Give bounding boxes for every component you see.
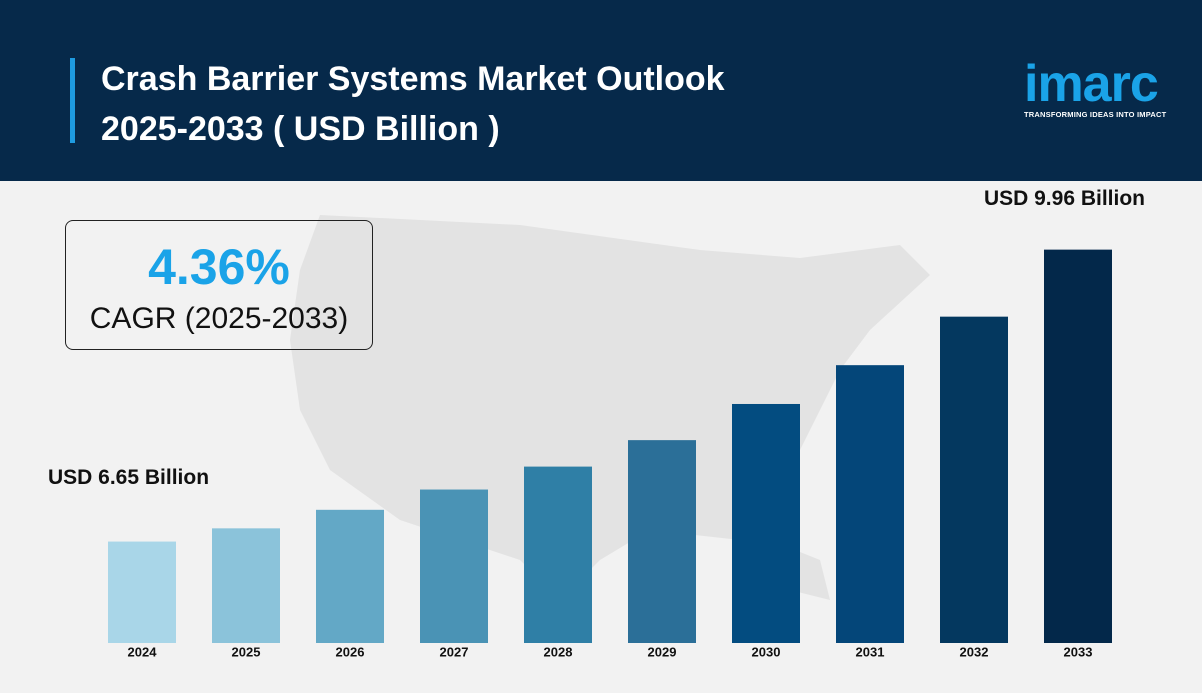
x-tick-label: 2031	[856, 644, 885, 659]
value-label: USD 9.96 Billion	[984, 187, 1145, 210]
bar	[108, 541, 176, 643]
cagr-value: 4.36%	[148, 239, 290, 295]
chart-title: Crash Barrier Systems Market Outlook 202…	[101, 60, 725, 148]
bar	[524, 466, 592, 643]
map-background	[290, 215, 930, 600]
bar	[732, 403, 800, 643]
cagr-label: CAGR (2025-2033)	[89, 302, 349, 335]
cagr-box: 4.36% CAGR (2025-2033)	[65, 220, 373, 350]
x-tick-label: 2030	[752, 644, 781, 659]
x-tick-label: 2032	[960, 644, 989, 659]
x-tick-label: 2024	[128, 644, 158, 659]
bar	[316, 509, 384, 643]
bar	[420, 489, 488, 643]
x-tick-label: 2029	[648, 644, 677, 659]
value-label: USD 6.65 Billion	[48, 466, 209, 489]
x-tick-label: 2033	[1064, 644, 1093, 659]
bar	[940, 316, 1008, 643]
x-tick-label: 2028	[544, 644, 573, 659]
logo-text: imarc	[1024, 55, 1159, 113]
bar	[1044, 249, 1112, 644]
bar	[628, 440, 696, 643]
bar	[212, 528, 280, 643]
x-tick-label: 2025	[232, 644, 261, 659]
logo: imarc TRANSFORMING IDEAS INTO IMPACT	[1024, 58, 1179, 119]
x-tick-label: 2027	[440, 644, 469, 659]
logo-tagline: TRANSFORMING IDEAS INTO IMPACT	[1024, 110, 1167, 119]
header: Crash Barrier Systems Market Outlook 202…	[0, 0, 1202, 181]
accent-bar	[70, 58, 75, 143]
bar	[836, 365, 904, 643]
x-tick-label: 2026	[336, 644, 365, 659]
